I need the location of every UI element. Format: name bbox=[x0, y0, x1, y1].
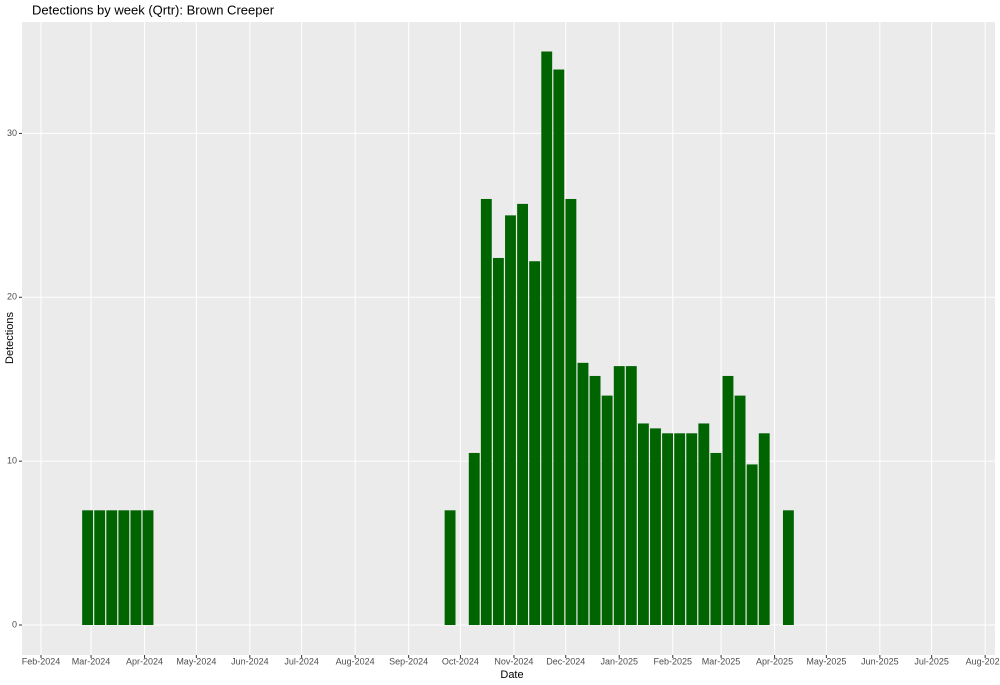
y-tick-label: 30 bbox=[7, 128, 17, 138]
bar bbox=[82, 510, 94, 626]
x-tick-label: Sep-2024 bbox=[389, 656, 428, 666]
bar bbox=[444, 510, 456, 626]
x-tick-label: Jul-2025 bbox=[914, 656, 949, 666]
bar bbox=[686, 433, 698, 626]
bar bbox=[601, 395, 613, 626]
bar bbox=[746, 464, 758, 626]
x-tick-label: Nov-2024 bbox=[494, 656, 533, 666]
bar bbox=[722, 375, 734, 626]
x-axis-title: Date bbox=[500, 669, 523, 681]
x-tick-label: Feb-2025 bbox=[653, 656, 692, 666]
x-tick-label: May-2024 bbox=[176, 656, 216, 666]
bar bbox=[625, 366, 637, 626]
bar bbox=[130, 510, 142, 626]
bar bbox=[758, 433, 770, 626]
bar bbox=[142, 510, 154, 626]
x-tick-label: Jun-2024 bbox=[231, 656, 269, 666]
y-tick-label: 10 bbox=[7, 456, 17, 466]
x-tick-label: Dec-2024 bbox=[546, 656, 585, 666]
x-tick-label: Oct-2024 bbox=[442, 656, 479, 666]
bar bbox=[94, 510, 106, 626]
bar bbox=[118, 510, 130, 626]
bar bbox=[529, 261, 541, 626]
bar bbox=[698, 423, 710, 626]
bar bbox=[613, 366, 625, 626]
bar bbox=[650, 428, 661, 626]
bar bbox=[492, 257, 504, 626]
bar bbox=[505, 215, 516, 626]
bar bbox=[565, 198, 577, 626]
x-tick-label: Aug-2025 bbox=[966, 656, 1000, 666]
y-axis-title: Detections bbox=[4, 312, 16, 364]
bar bbox=[782, 510, 794, 626]
x-tick-label: Jan-2025 bbox=[600, 656, 638, 666]
bar bbox=[710, 452, 722, 626]
x-tick-label: Mar-2024 bbox=[72, 656, 111, 666]
bar bbox=[577, 362, 589, 626]
x-tick-label: May-2025 bbox=[806, 656, 846, 666]
bar bbox=[734, 395, 746, 626]
bar bbox=[674, 433, 686, 626]
x-tick-label: Apr-2025 bbox=[756, 656, 793, 666]
x-tick-label: Aug-2024 bbox=[336, 656, 375, 666]
x-tick-label: Mar-2025 bbox=[702, 656, 741, 666]
x-tick-label: Apr-2024 bbox=[126, 656, 163, 666]
bar bbox=[589, 375, 601, 626]
bar bbox=[553, 69, 565, 626]
y-tick-label: 20 bbox=[7, 292, 17, 302]
bar bbox=[637, 423, 649, 626]
bar bbox=[517, 203, 529, 626]
bar bbox=[541, 51, 553, 626]
bar bbox=[480, 198, 492, 626]
x-tick-label: Jun-2025 bbox=[861, 656, 899, 666]
y-tick-label: 0 bbox=[12, 619, 17, 629]
chart-title: Detections by week (Qrtr): Brown Creeper bbox=[32, 2, 275, 17]
bar bbox=[662, 433, 673, 626]
bar bbox=[468, 452, 480, 626]
bar bbox=[106, 510, 118, 626]
x-tick-label: Jul-2024 bbox=[284, 656, 319, 666]
x-tick-label: Feb-2024 bbox=[22, 656, 61, 666]
